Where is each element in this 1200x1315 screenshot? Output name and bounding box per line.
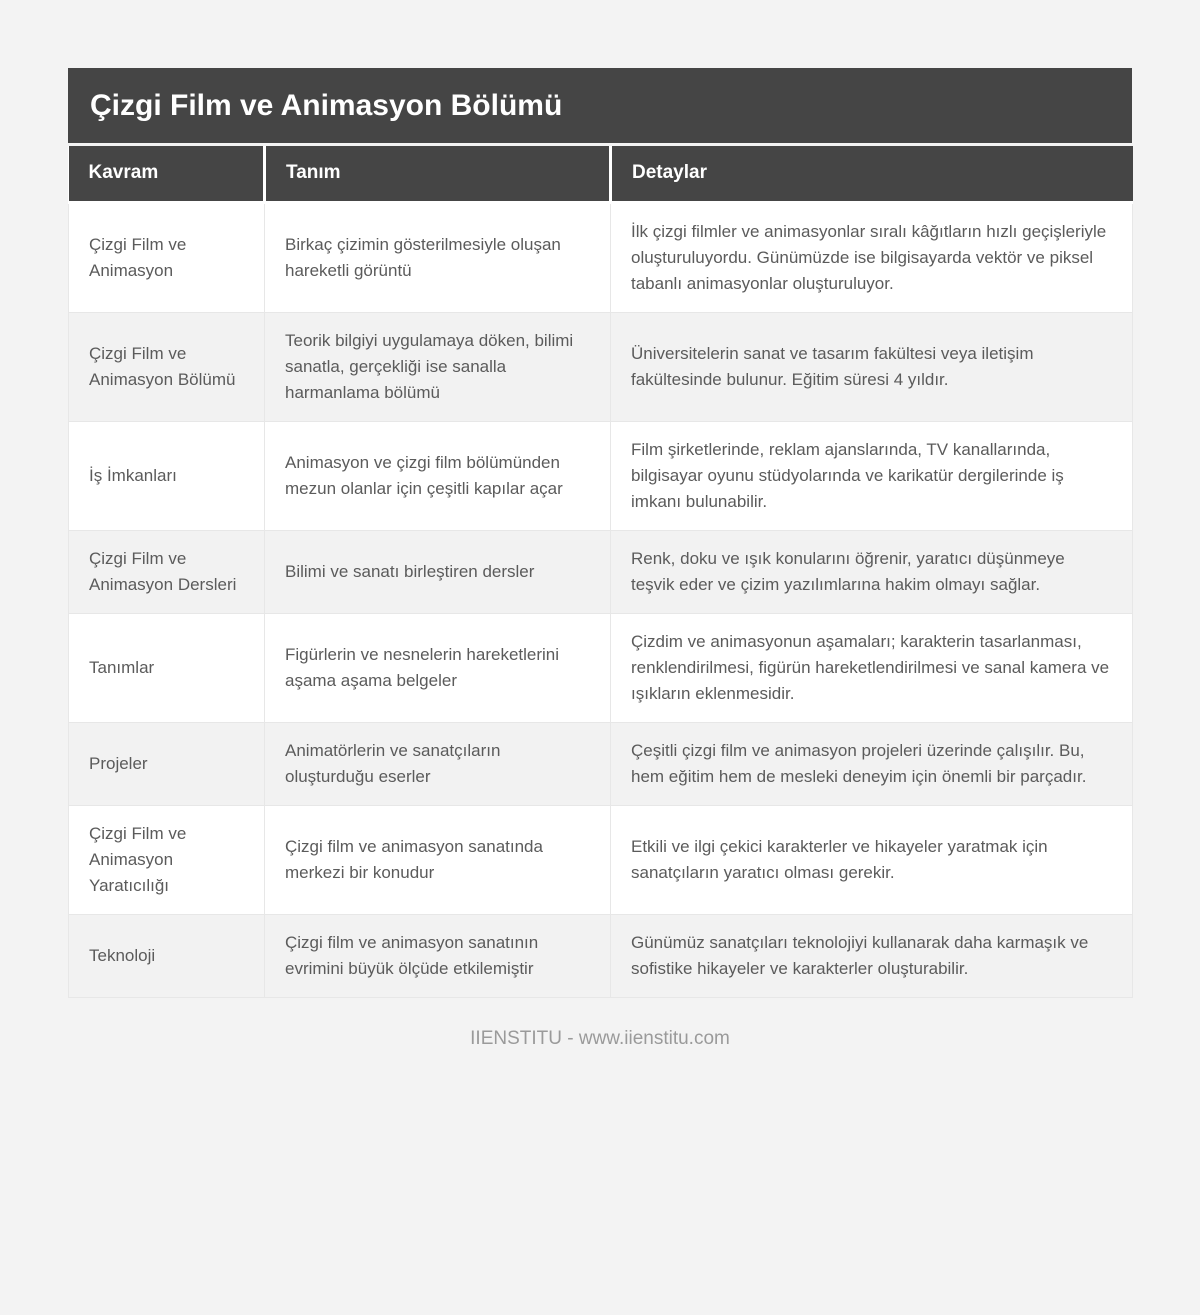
cell-tanim: Birkaç çizimin gösterilmesiyle oluşan ha… xyxy=(264,201,611,313)
table-header-row: Kavram Tanım Detaylar xyxy=(68,146,1133,204)
table-row: İş İmkanları Animasyon ve çizgi film böl… xyxy=(68,420,1133,531)
cell-detaylar: Etkili ve ilgi çekici karakterler ve hik… xyxy=(610,804,1133,915)
cell-detaylar: Renk, doku ve ışık konularını öğrenir, y… xyxy=(610,529,1133,614)
table-row: Projeler Animatörlerin ve sanatçıların o… xyxy=(68,721,1133,806)
column-header-tanim: Tanım xyxy=(264,146,612,204)
cell-kavram: Çizgi Film ve Animasyon Yaratıcılığı xyxy=(68,804,265,915)
cell-tanim: Çizgi film ve animasyon sanatında merkez… xyxy=(264,804,611,915)
table-row: Tanımlar Figürlerin ve nesnelerin hareke… xyxy=(68,612,1133,723)
table-row: Çizgi Film ve Animasyon Birkaç çizimin g… xyxy=(68,201,1133,313)
column-header-detaylar: Detaylar xyxy=(610,146,1133,204)
cell-kavram: Teknoloji xyxy=(68,913,265,998)
cell-detaylar: Çizdim ve animasyonun aşamaları; karakte… xyxy=(610,612,1133,723)
cell-detaylar: Günümüz sanatçıları teknolojiyi kullanar… xyxy=(610,913,1133,998)
cell-kavram: Çizgi Film ve Animasyon Bölümü xyxy=(68,311,265,422)
cell-tanim: Animasyon ve çizgi film bölümünden mezun… xyxy=(264,420,611,531)
cell-kavram: Projeler xyxy=(68,721,265,806)
column-header-kavram: Kavram xyxy=(68,146,266,204)
cell-detaylar: Çeşitli çizgi film ve animasyon projeler… xyxy=(610,721,1133,806)
cell-detaylar: İlk çizgi filmler ve animasyonlar sıralı… xyxy=(610,201,1133,313)
cell-kavram: İş İmkanları xyxy=(68,420,265,531)
cell-kavram: Tanımlar xyxy=(68,612,265,723)
cell-detaylar: Film şirketlerinde, reklam ajanslarında,… xyxy=(610,420,1133,531)
cell-tanim: Çizgi film ve animasyon sanatının evrimi… xyxy=(264,913,611,998)
table-row: Çizgi Film ve Animasyon Bölümü Teorik bi… xyxy=(68,311,1133,422)
footer-attribution: IIENSTITU - www.iienstitu.com xyxy=(470,1027,730,1049)
cell-kavram: Çizgi Film ve Animasyon xyxy=(68,201,265,313)
cell-kavram: Çizgi Film ve Animasyon Dersleri xyxy=(68,529,265,614)
page-title: Çizgi Film ve Animasyon Bölümü xyxy=(68,68,1132,143)
cell-tanim: Animatörlerin ve sanatçıların oluşturduğ… xyxy=(264,721,611,806)
table-row: Teknoloji Çizgi film ve animasyon sanatı… xyxy=(68,913,1133,998)
cell-tanim: Teorik bilgiyi uygulamaya döken, bilimi … xyxy=(264,311,611,422)
concepts-table: Kavram Tanım Detaylar Çizgi Film ve Anim… xyxy=(68,146,1133,998)
cell-tanim: Bilimi ve sanatı birleştiren dersler xyxy=(264,529,611,614)
table-row: Çizgi Film ve Animasyon Yaratıcılığı Çiz… xyxy=(68,804,1133,915)
cell-tanim: Figürlerin ve nesnelerin hareketlerini a… xyxy=(264,612,611,723)
cell-detaylar: Üniversitelerin sanat ve tasarım fakülte… xyxy=(610,311,1133,422)
content-sheet: Çizgi Film ve Animasyon Bölümü Kavram Ta… xyxy=(68,68,1133,1050)
table-row: Çizgi Film ve Animasyon Dersleri Bilimi … xyxy=(68,529,1133,614)
